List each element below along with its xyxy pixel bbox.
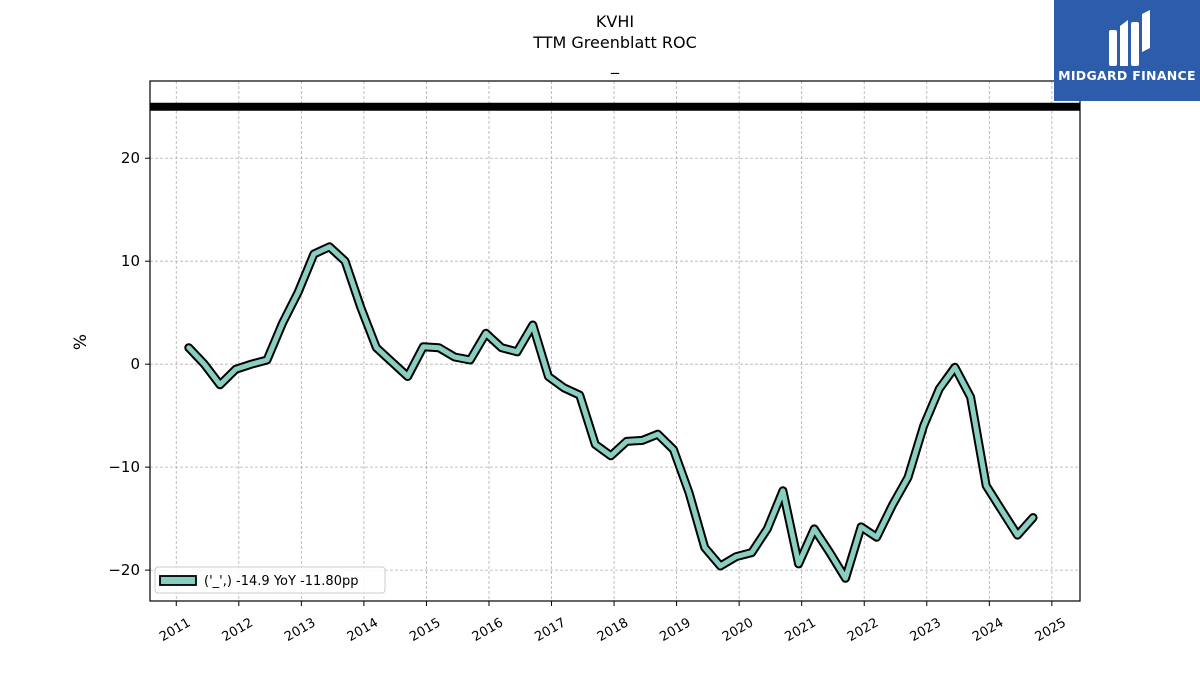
series-line [186, 244, 1036, 581]
chart-title: KVHI [596, 12, 634, 31]
x-tick-label: 2022 [845, 615, 881, 645]
chart-subtitle: TTM Greenblatt ROC [532, 33, 697, 52]
legend-label: ('_',) -14.9 YoY -11.80pp [204, 574, 358, 589]
x-tick-label: 2025 [1033, 615, 1069, 645]
logo: MIDGARD FINANCE [1054, 0, 1200, 101]
y-tick-label: 10 [121, 252, 140, 270]
x-ticks: 2011 2012 2013 2014 2015 2016 2017 2018 2019 2020… [157, 601, 1069, 645]
x-tick-label: 2020 [720, 615, 756, 645]
y-tick-label: 20 [121, 149, 140, 167]
x-tick-label: 2021 [783, 615, 819, 645]
chart-subtitle-2: _ [610, 55, 620, 75]
x-tick-label: 2015 [407, 615, 443, 645]
y-tick-label: −20 [108, 561, 140, 579]
x-tick-label: 2018 [595, 615, 631, 645]
grid [150, 81, 1080, 601]
y-tick-label: −10 [108, 458, 140, 476]
midgard-logo-icon [1109, 10, 1150, 66]
y-axis-label: % [71, 334, 91, 350]
logo-text: MIDGARD FINANCE [1058, 68, 1196, 83]
series-layer [184, 242, 1038, 583]
x-tick-label: 2014 [345, 615, 381, 645]
y-tick-label: 0 [130, 355, 140, 373]
x-tick-label: 2017 [532, 615, 568, 645]
x-tick-label: 2016 [470, 615, 506, 645]
x-tick-label: 2024 [970, 615, 1006, 645]
legend-swatch [159, 575, 197, 586]
x-tick-label: 2012 [220, 615, 256, 645]
x-tick-label: 2019 [657, 615, 693, 645]
legend: ('_',) -14.9 YoY -11.80pp [154, 566, 386, 594]
x-tick-label: 2013 [282, 615, 318, 645]
plot-frame [149, 80, 1081, 602]
x-tick-label: 2023 [908, 615, 944, 645]
series-line-outline [184, 242, 1038, 583]
y-ticks: −20 −10 0 10 20 [108, 149, 150, 579]
legend-box [154, 566, 386, 594]
x-tick-label: 2011 [157, 615, 193, 645]
